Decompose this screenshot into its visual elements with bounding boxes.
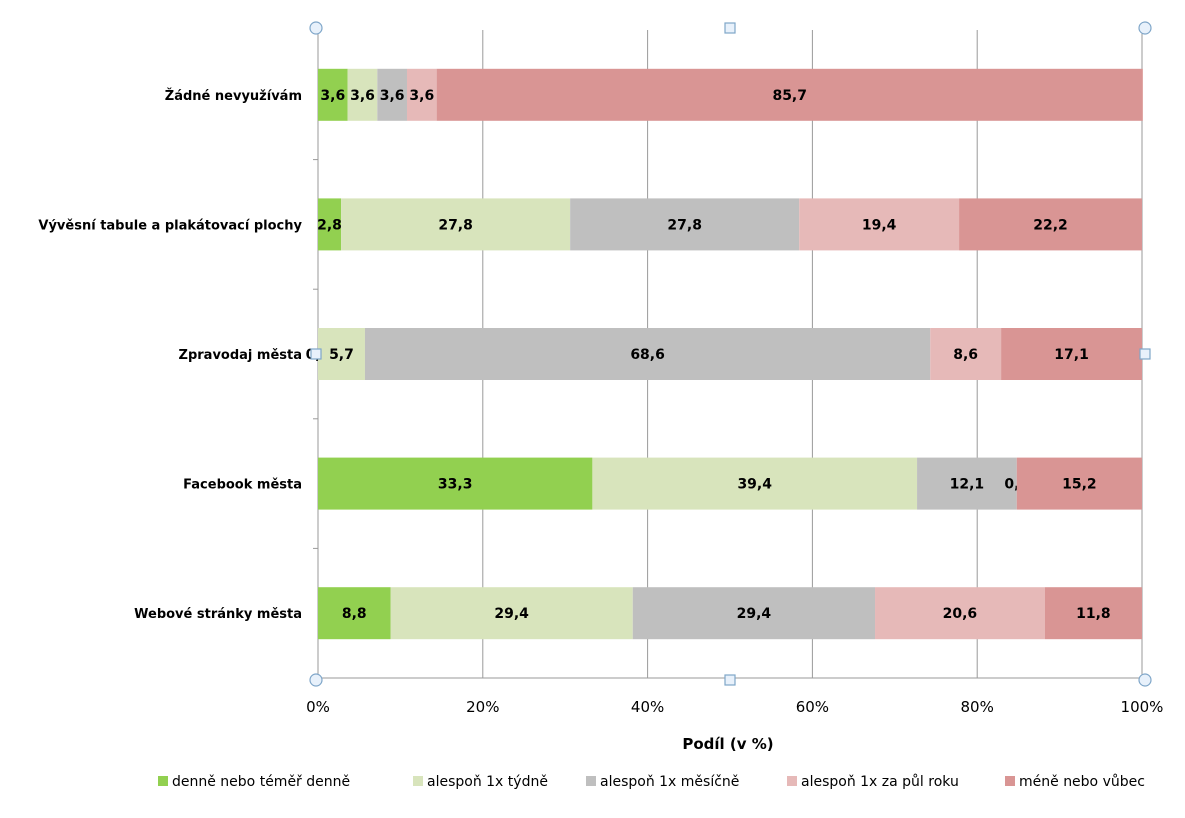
category-label: Zpravodaj města [179, 348, 302, 363]
selection-handle [309, 21, 323, 35]
data-label: 3,6 [350, 88, 375, 104]
data-label: 12,1 [950, 477, 985, 493]
bar-segment [875, 587, 1045, 640]
category-label: Vývěsní tabule a plakátovací plochy [38, 218, 302, 233]
selection-handle [724, 22, 736, 34]
data-label: 39,4 [737, 477, 772, 493]
data-label: 5,7 [329, 347, 354, 363]
bar-segment [318, 68, 348, 121]
data-label: 17,1 [1054, 347, 1089, 363]
chart-area [10, 6, 1182, 806]
legend-label: méně nebo vůbec [1019, 774, 1145, 790]
category-label: Webové stránky města [134, 607, 302, 622]
bar-segment [1016, 457, 1142, 510]
bar-segment [377, 68, 407, 121]
data-label: 3,6 [320, 88, 345, 104]
bar-segment [632, 587, 876, 640]
data-label: 27,8 [667, 217, 702, 233]
data-label: 8,8 [342, 606, 367, 622]
bar-segment [1001, 328, 1142, 380]
bar-segment [347, 68, 378, 121]
x-tick-label: 60% [796, 698, 829, 716]
legend-swatch [787, 776, 797, 786]
data-label: 2,8 [317, 217, 342, 233]
legend-label: alespoň 1x týdně [427, 774, 548, 790]
bar-segment [341, 198, 571, 251]
data-label: 19,4 [862, 217, 897, 233]
x-tick-label: 80% [961, 698, 994, 716]
legend-label: alespoň 1x měsíčně [600, 774, 739, 790]
bar-segment [592, 457, 918, 510]
selection-handle [1138, 673, 1152, 687]
x-axis-title: Podíl (v %) [682, 735, 773, 753]
legend-label: denně nebo téměř denně [172, 774, 350, 790]
bar-segment [436, 68, 1143, 121]
data-label: 33,3 [438, 477, 473, 493]
category-label: Facebook města [183, 478, 302, 493]
data-label: 3,6 [380, 88, 405, 104]
data-label: 29,4 [494, 606, 529, 622]
data-label: 29,4 [737, 606, 772, 622]
x-tick-label: 20% [466, 698, 499, 716]
category-label: Žádné nevyužívám [165, 88, 302, 104]
legend-swatch [158, 776, 168, 786]
data-label: 15,2 [1062, 477, 1097, 493]
bar-segment [364, 328, 931, 380]
selection-handle [1138, 21, 1152, 35]
selection-handle [309, 673, 323, 687]
selection-handle [1139, 348, 1151, 360]
legend-swatch [1005, 776, 1015, 786]
x-tick-label: 40% [631, 698, 664, 716]
x-tick-label: 0% [306, 698, 330, 716]
bar-segment [917, 457, 1017, 510]
data-label: 8,6 [953, 347, 978, 363]
data-label: 68,6 [630, 347, 665, 363]
data-label: 85,7 [772, 88, 807, 104]
data-label: 20,6 [943, 606, 978, 622]
bar-segment [390, 587, 633, 640]
bar-segment [318, 328, 365, 380]
bar-segment [318, 587, 391, 640]
bar-segment [570, 198, 800, 251]
data-label: 3,6 [409, 88, 434, 104]
data-label: 22,2 [1033, 217, 1068, 233]
legend-swatch [586, 776, 596, 786]
bar-segment [930, 328, 1002, 380]
legend-swatch [413, 776, 423, 786]
bar-segment [318, 198, 342, 251]
bar-segment [406, 68, 437, 121]
legend-label: alespoň 1x za půl roku [801, 774, 959, 790]
selection-handle [310, 348, 322, 360]
selection-handle [724, 674, 736, 686]
x-tick-label: 100% [1121, 698, 1164, 716]
bar-segment [959, 198, 1142, 251]
data-label: 27,8 [438, 217, 473, 233]
bar-segment [799, 198, 960, 251]
bar-segment [318, 457, 593, 510]
bar-segment [1044, 587, 1142, 640]
data-label: 11,8 [1076, 606, 1111, 622]
